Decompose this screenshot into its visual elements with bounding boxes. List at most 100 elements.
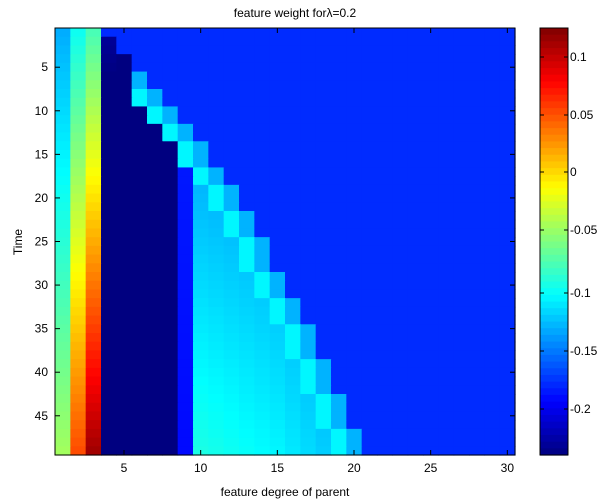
heatmap-cell xyxy=(239,115,255,125)
heatmap-cell xyxy=(484,245,501,256)
heatmap-cell xyxy=(254,54,271,64)
colorbar-segment xyxy=(540,168,568,176)
heatmap-cell xyxy=(453,446,470,456)
heatmap-cell xyxy=(453,263,470,273)
heatmap-cell xyxy=(315,394,332,404)
heatmap-cell xyxy=(131,263,148,273)
heatmap-cell xyxy=(254,446,271,456)
heatmap-cell xyxy=(85,428,102,439)
heatmap-cell xyxy=(300,228,317,238)
heatmap-cell xyxy=(55,71,71,81)
heatmap-cell xyxy=(55,289,71,299)
heatmap-cell xyxy=(162,89,179,99)
heatmap-cell xyxy=(162,176,179,186)
heatmap-cell xyxy=(315,202,332,212)
heatmap-cell xyxy=(315,54,332,64)
heatmap-cell xyxy=(484,62,501,73)
heatmap-cell xyxy=(223,394,240,404)
heatmap-cell xyxy=(285,184,301,195)
heatmap-cell xyxy=(70,359,87,369)
heatmap-cell xyxy=(423,367,439,378)
heatmap-cell xyxy=(131,341,148,352)
heatmap-cell xyxy=(407,324,424,334)
heatmap-cell xyxy=(162,167,179,177)
heatmap-cell xyxy=(361,141,378,151)
heatmap-cell xyxy=(331,80,347,90)
heatmap-cell xyxy=(254,184,271,195)
heatmap-cell xyxy=(116,141,133,151)
heatmap-cell xyxy=(85,359,102,369)
heatmap-cell xyxy=(285,394,301,404)
colorbar-segment xyxy=(540,288,568,296)
heatmap-cell xyxy=(254,167,271,177)
heatmap-cell xyxy=(423,272,439,282)
colorbar-segment xyxy=(540,448,568,456)
heatmap-cell xyxy=(70,385,87,395)
heatmap-cell xyxy=(162,184,179,195)
heatmap-cell xyxy=(116,176,133,186)
heatmap-cell xyxy=(85,385,102,395)
heatmap-cell xyxy=(469,341,485,352)
heatmap-cell xyxy=(239,245,255,256)
heatmap-cell xyxy=(453,36,470,47)
heatmap-cell xyxy=(300,115,317,125)
heatmap-cell xyxy=(361,211,378,221)
heatmap-cell xyxy=(101,306,117,317)
heatmap-cell xyxy=(147,89,163,99)
heatmap-cell xyxy=(331,272,347,282)
heatmap-cell xyxy=(453,132,470,142)
heatmap-cell xyxy=(392,446,409,456)
heatmap-cell xyxy=(346,437,363,447)
heatmap-cell xyxy=(193,150,209,160)
heatmap-cell xyxy=(193,106,209,116)
heatmap-cell xyxy=(177,202,194,212)
heatmap-cell xyxy=(361,28,378,38)
colorbar-segment xyxy=(540,348,568,356)
heatmap-cell xyxy=(177,359,194,369)
colorbar-segment xyxy=(540,94,568,102)
heatmap-cell xyxy=(469,333,485,343)
heatmap-cell xyxy=(208,245,225,256)
heatmap-cell xyxy=(453,106,470,116)
heatmap-cell xyxy=(254,237,271,247)
heatmap-cell xyxy=(377,71,393,81)
heatmap-cell xyxy=(300,428,317,439)
heatmap-cell xyxy=(55,202,71,212)
heatmap-cell xyxy=(70,350,87,360)
heatmap-cell xyxy=(346,376,363,386)
heatmap-cell xyxy=(423,324,439,334)
heatmap-cell xyxy=(300,193,317,203)
colorbar-segment xyxy=(540,441,568,449)
heatmap-cell xyxy=(70,80,87,90)
heatmap-cell xyxy=(469,228,485,238)
heatmap-cell xyxy=(147,315,163,325)
heatmap-cell xyxy=(254,341,271,352)
heatmap-cell xyxy=(177,446,194,456)
heatmap-cell xyxy=(361,89,378,99)
heatmap-cell xyxy=(116,71,133,81)
heatmap-cell xyxy=(254,394,271,404)
heatmap-cell xyxy=(269,106,286,116)
heatmap-cell xyxy=(453,54,470,64)
heatmap-cell xyxy=(131,106,148,116)
heatmap-cell xyxy=(407,228,424,238)
heatmap-cell xyxy=(116,62,133,73)
heatmap-cell xyxy=(177,150,194,160)
heatmap-cell xyxy=(101,385,117,395)
heatmap-cell xyxy=(346,62,363,73)
colorbar-segment xyxy=(540,141,568,149)
heatmap-cell xyxy=(101,123,117,134)
heatmap-cell xyxy=(499,367,516,378)
heatmap-cell xyxy=(131,158,148,169)
heatmap-cell xyxy=(269,202,286,212)
heatmap-cell xyxy=(300,211,317,221)
heatmap-cell xyxy=(285,167,301,177)
heatmap-cell xyxy=(70,36,87,47)
heatmap-cell xyxy=(285,211,301,221)
heatmap-cell xyxy=(315,115,332,125)
heatmap-cell xyxy=(315,315,332,325)
heatmap-cell xyxy=(469,219,485,230)
heatmap-cell xyxy=(223,132,240,142)
heatmap-cell xyxy=(193,367,209,378)
heatmap-cell xyxy=(101,333,117,343)
